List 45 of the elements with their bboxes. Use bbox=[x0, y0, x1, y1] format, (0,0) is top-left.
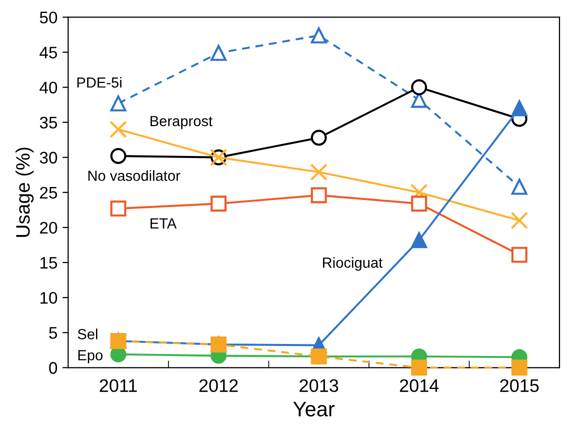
point bbox=[511, 100, 528, 116]
y-tick-label: 40 bbox=[40, 82, 58, 94]
point bbox=[410, 184, 428, 202]
point bbox=[110, 120, 127, 138]
y-tick-label: 0 bbox=[49, 362, 58, 374]
point bbox=[110, 200, 126, 217]
point bbox=[110, 148, 126, 164]
point bbox=[210, 196, 227, 212]
y-tick-label: 20 bbox=[40, 222, 58, 234]
series-label: Epo bbox=[78, 350, 103, 364]
point bbox=[411, 360, 428, 376]
x-tick-label: 2014 bbox=[400, 379, 439, 392]
y-tick-label: 45 bbox=[40, 46, 58, 58]
x-tick-label: 2011 bbox=[100, 379, 137, 392]
series-label: Sel bbox=[78, 328, 98, 340]
y-tick-label: 10 bbox=[40, 292, 58, 304]
x-tick-label: 2013 bbox=[300, 379, 338, 392]
point bbox=[411, 79, 428, 96]
y-axis-title: Usage (%) bbox=[16, 148, 34, 237]
point bbox=[511, 246, 528, 263]
x-tick-label: 2015 bbox=[500, 379, 539, 392]
x-tick-label: 2012 bbox=[199, 379, 238, 392]
series-label: ETA bbox=[150, 218, 177, 228]
point bbox=[411, 232, 428, 248]
series-label: Beraprost bbox=[150, 116, 212, 130]
point bbox=[511, 360, 528, 376]
series-label: Riociguat bbox=[323, 257, 383, 271]
y-tick-label: 25 bbox=[40, 186, 58, 199]
series-label: PDE-5i bbox=[77, 76, 122, 88]
series-label: No vasodilator bbox=[88, 170, 180, 181]
point bbox=[110, 95, 126, 112]
point bbox=[511, 178, 528, 195]
point bbox=[310, 187, 327, 204]
y-tick-label: 5 bbox=[49, 327, 58, 339]
point bbox=[310, 130, 327, 146]
y-tick-label: 30 bbox=[40, 152, 58, 164]
x-axis-title: Year bbox=[293, 402, 335, 416]
y-tick-label: 50 bbox=[40, 12, 58, 24]
point bbox=[310, 163, 328, 181]
y-tick-label: 35 bbox=[40, 116, 58, 129]
point bbox=[310, 27, 327, 44]
y-tick-label: 15 bbox=[40, 257, 58, 269]
point bbox=[411, 196, 428, 212]
point bbox=[210, 44, 227, 61]
point bbox=[510, 212, 528, 230]
